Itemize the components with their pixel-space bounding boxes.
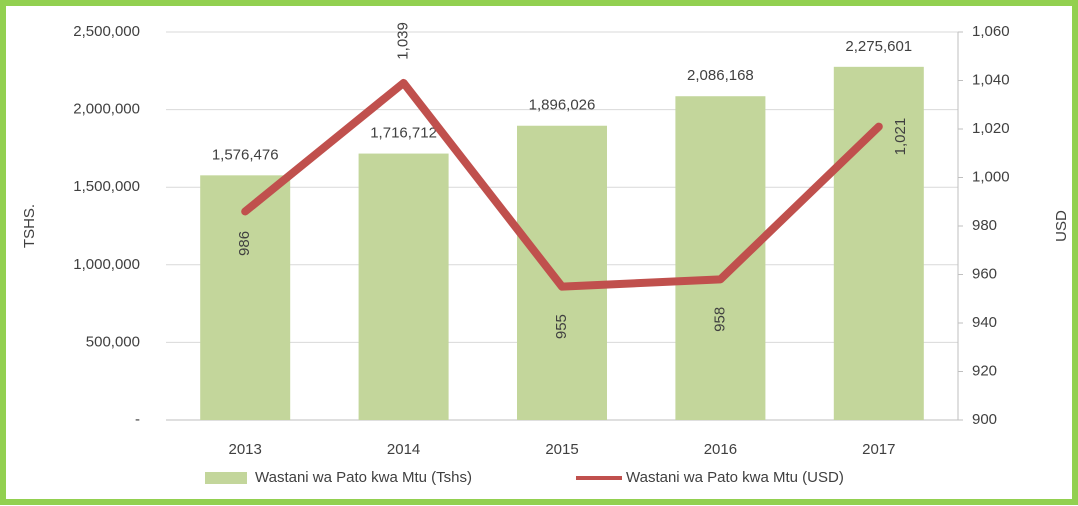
bar-value-label: 2,086,168 <box>687 67 754 84</box>
line <box>241 78 883 291</box>
legend-label: Wastani wa Pato kwa Mtu (Tshs) <box>255 469 472 486</box>
y-tick-label: 2,000,000 <box>73 101 140 118</box>
x-tick-label: 2017 <box>862 441 895 458</box>
line-value-label: 958 <box>711 307 728 332</box>
y2-tick-label: 960 <box>972 265 997 282</box>
bar-value-label: 2,275,601 <box>845 38 912 55</box>
bar <box>200 175 291 420</box>
x-tick-label: 2014 <box>387 441 420 458</box>
y2-tick-label: 940 <box>972 314 997 331</box>
y2-tick-label: 1,060 <box>972 23 1010 40</box>
y-tick-label: 1,500,000 <box>73 178 140 195</box>
y2-tick-label: 980 <box>972 217 997 234</box>
bar-value-label: 1,576,476 <box>212 146 279 163</box>
y-axis-label: TSHS. <box>21 204 38 248</box>
x-tick-label: 2016 <box>704 441 737 458</box>
x-tick-label: 2013 <box>229 441 262 458</box>
y-tick-label: - <box>135 411 140 428</box>
y2-axis-label: USD <box>1053 210 1070 242</box>
line-value-label: 1,039 <box>395 22 412 60</box>
x-tick-label: 2015 <box>545 441 578 458</box>
y2-tick-label: 900 <box>972 411 997 428</box>
bar-value-label: 1,716,712 <box>370 125 437 142</box>
line-value-label: 1,021 <box>892 118 909 156</box>
line-value-label: 986 <box>236 231 253 256</box>
bar <box>833 66 924 420</box>
legend-swatch <box>205 472 247 484</box>
bar-value-label: 1,896,026 <box>529 97 596 114</box>
y-tick-label: 2,500,000 <box>73 23 140 40</box>
bar <box>358 153 449 421</box>
y2-tick-label: 1,020 <box>972 120 1010 137</box>
line-value-label: 955 <box>553 314 570 339</box>
bar <box>517 125 607 421</box>
y-tick-label: 1,000,000 <box>73 256 140 273</box>
y2-tick-label: 1,040 <box>972 71 1010 88</box>
y2-tick-label: 920 <box>972 362 997 379</box>
y-tick-label: 500,000 <box>86 333 140 350</box>
legend-label: Wastani wa Pato kwa Mtu (USD) <box>626 469 844 486</box>
y2-tick-label: 1,000 <box>972 168 1010 185</box>
bar <box>675 96 766 421</box>
